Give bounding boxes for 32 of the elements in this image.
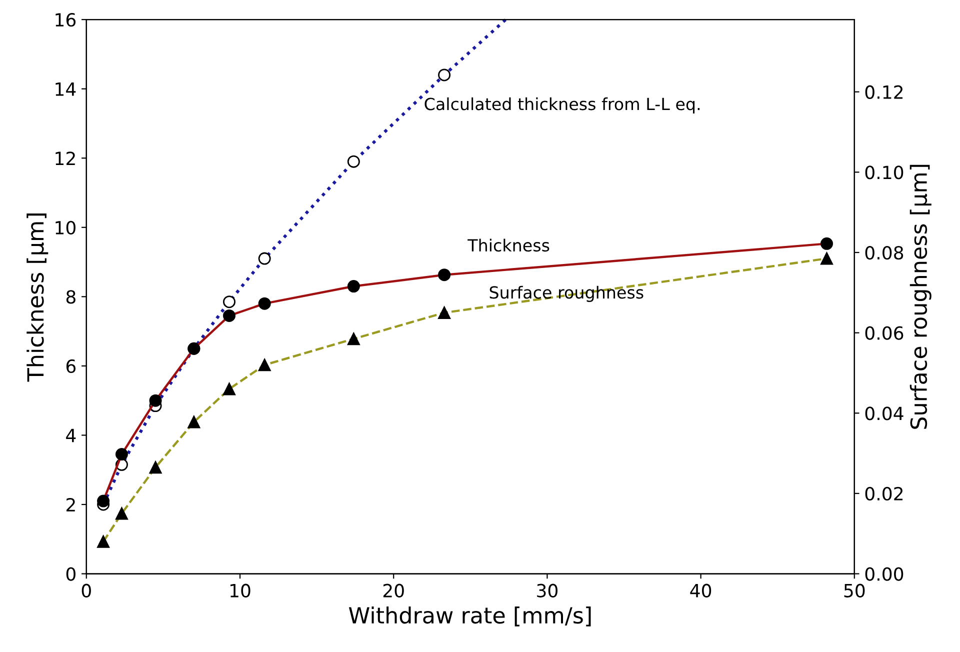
y2-axis-title: Surface roughness [µm]: [910, 164, 932, 429]
y-tick-label: 2: [66, 498, 75, 512]
x-tick-label: 20: [383, 584, 404, 598]
y2-tick-label: 0.00: [865, 567, 904, 581]
y-tick-label: 12: [56, 152, 75, 165]
x-tick-label: 0: [82, 584, 91, 598]
y2-tick-label: 0.08: [865, 246, 904, 260]
y-tick-label: 6: [66, 359, 76, 374]
x-axis-title: Withdraw rate [mm/s]: [348, 606, 591, 626]
x-tick-label: 40: [690, 584, 712, 598]
y-tick-label: 4: [66, 428, 76, 442]
y-tick-label: 8: [66, 290, 76, 304]
y-tick-label: 14: [56, 82, 76, 96]
y2-tick-label: 0.02: [865, 486, 903, 501]
x-tick-label: 30: [537, 584, 558, 598]
y-tick-label: 0: [66, 567, 76, 581]
y2-tick-label: 0.10: [865, 166, 904, 180]
annotation: Surface roughness: [490, 286, 644, 302]
y2-tick-label: 0.04: [865, 406, 904, 420]
x-tick-label: 10: [230, 584, 250, 598]
point: [347, 155, 360, 168]
point: [223, 296, 236, 308]
point: [438, 68, 451, 82]
x-tick-label: 50: [844, 584, 865, 598]
annotation: Thickness: [468, 238, 550, 252]
y-tick-label: 16: [56, 13, 76, 27]
y2-tick-label: 0.06: [865, 326, 904, 340]
y-axis-title: Thickness [µm]: [26, 214, 48, 382]
annotation: Calculated thickness from L-L eq.: [424, 97, 700, 114]
y2-tick-label: 0.12: [865, 85, 903, 99]
point: [258, 252, 271, 265]
y-tick-label: 10: [56, 220, 76, 234]
